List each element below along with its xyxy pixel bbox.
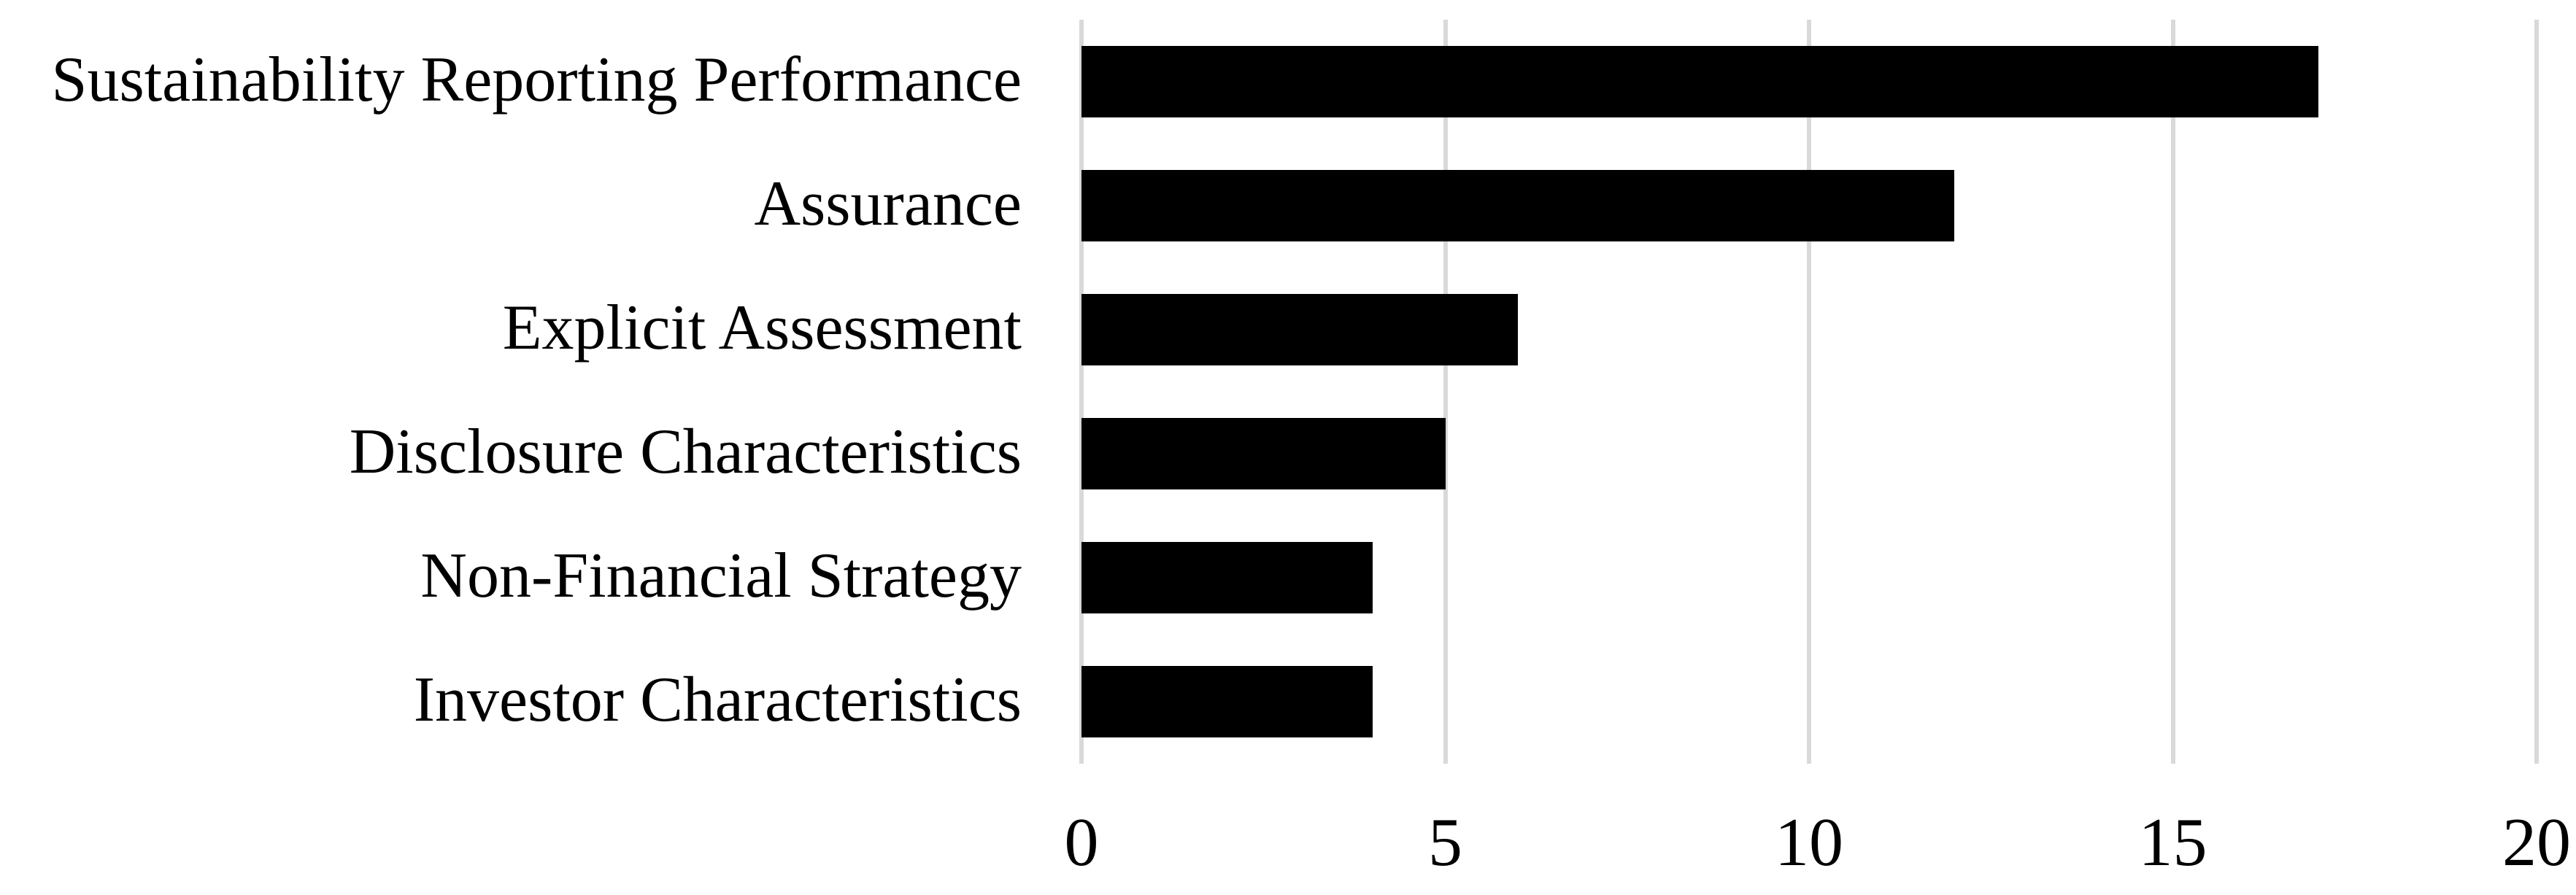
x-tick-label: 20 xyxy=(2502,805,2571,880)
gridline-x-0 xyxy=(1079,20,1084,764)
category-label: Non-Financial Strategy xyxy=(420,541,1022,612)
bar xyxy=(1081,418,1446,489)
category-label: Sustainability Reporting Performance xyxy=(51,44,1022,116)
gridline-x-5 xyxy=(1443,20,1448,764)
gridline-x-20 xyxy=(2534,20,2539,764)
category-label: Disclosure Characteristics xyxy=(349,416,1022,488)
x-tick-label: 10 xyxy=(1775,805,1843,880)
category-label: Explicit Assessment xyxy=(502,292,1022,364)
gridline-x-10 xyxy=(1807,20,1811,764)
x-tick-label: 5 xyxy=(1428,805,1462,880)
category-label: Investor Characteristics xyxy=(413,665,1022,736)
x-tick-label: 15 xyxy=(2138,805,2207,880)
bar xyxy=(1081,170,1955,241)
gridline-x-15 xyxy=(2170,20,2175,764)
x-tick-label: 0 xyxy=(1064,805,1099,880)
bar xyxy=(1081,46,2318,117)
bar xyxy=(1081,542,1373,613)
bar xyxy=(1081,294,1519,365)
category-label: Assurance xyxy=(754,168,1022,240)
bar xyxy=(1081,666,1373,737)
